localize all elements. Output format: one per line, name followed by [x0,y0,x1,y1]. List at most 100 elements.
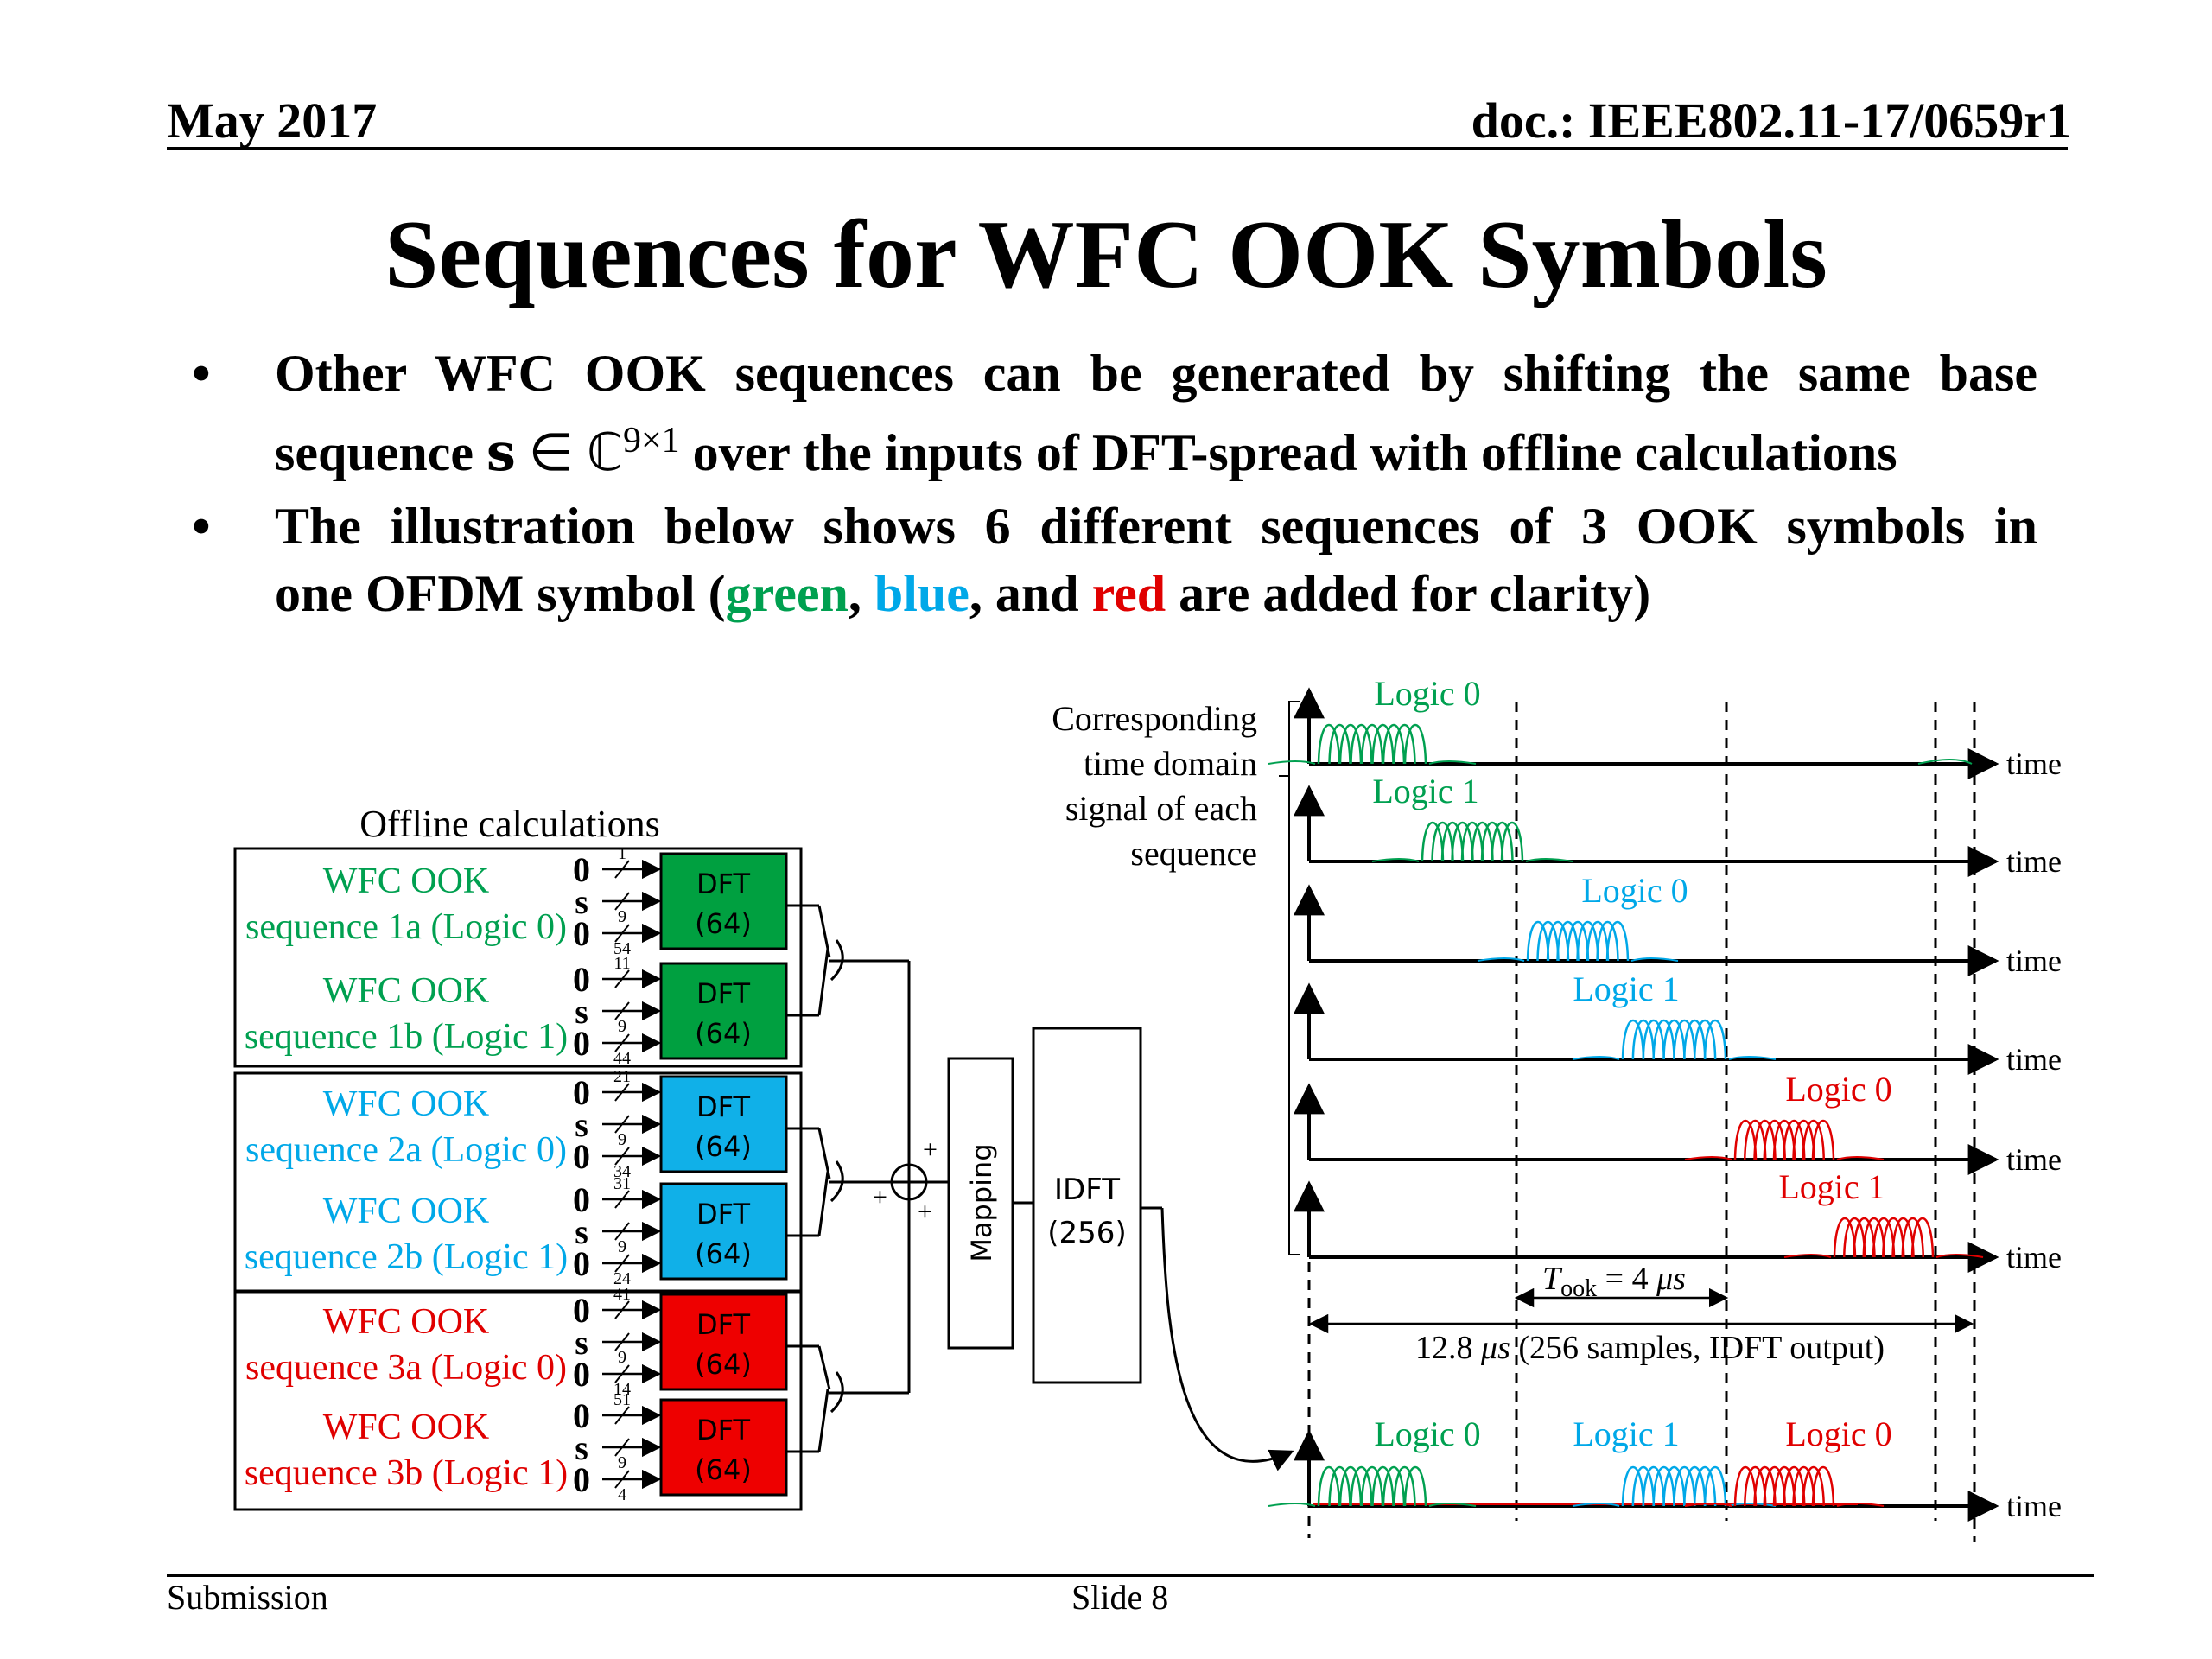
dft-block [659,852,788,950]
bullet-2: The illustration below shows 6 different… [275,493,2037,627]
dft-size: (64) [695,1348,752,1381]
input-symbol: 0 [573,1460,590,1499]
input-count: 34 [613,1162,631,1181]
input-symbol: 0 [573,1073,590,1112]
dft-block [659,1182,788,1281]
input-symbol: 0 [573,960,590,999]
offline-calculations-label: Offline calculations [359,803,659,845]
sequence-label: sequence 1a (Logic 0) [245,907,567,947]
time-row-3: time Logic 0 [1294,871,2062,978]
time-row-6: time Logic 1 [1294,1167,2062,1274]
bullet-1: Other WFC OOK sequences can be generated… [275,340,2037,486]
time-axis-label: time [2006,1489,2062,1523]
dft-label: DFT [696,1198,750,1230]
dashed-guides [1307,702,1976,1542]
input-count: 1 [618,844,626,863]
input-symbol: s [575,992,588,1031]
input-count: 51 [613,1390,631,1409]
time-row-2: time Logic 1 [1294,772,2062,879]
dft-size: (64) [695,1453,752,1486]
svg-text:signal of each: signal of each [1065,789,1257,828]
input-symbol: 0 [573,1024,590,1063]
dft-label: DFT [696,977,750,1010]
sequence-blocks: WFC OOK sequence 1a (Logic 0) DFT (64) 0 1 s 9 0… [233,844,844,1511]
input-symbol: 0 [573,1244,590,1283]
time-axis-label: time [2006,747,2062,781]
switch-icon [817,1128,844,1203]
footer-rule [167,1574,2094,1577]
bullet-1-line-1: Other WFC OOK sequences can be generated… [275,345,2037,402]
input-count: 9 [618,1348,626,1367]
dft-size: (64) [695,1130,752,1163]
input-count: 9 [618,1237,626,1256]
dft-label: DFT [696,1414,750,1446]
sequence-label: sequence 1b (Logic 1) [245,1017,568,1057]
input-count: 9 [618,1130,626,1149]
dft-label: DFT [696,1308,750,1341]
dft-size: (64) [695,1237,752,1270]
time-axis-label: time [2006,1240,2062,1274]
time-axis-label: time [2006,844,2062,879]
svg-text:sequence: sequence [1130,834,1257,873]
input-count: 44 [613,1049,631,1068]
time-axis-label: time [2006,1142,2062,1177]
sequence-name: WFC OOK [323,971,490,1011]
idft-label: IDFT [1054,1173,1120,1207]
input-count: 9 [618,1017,626,1036]
mapping-block [947,1057,1014,1350]
input-symbol: 0 [573,1291,590,1330]
dft-block [659,962,788,1060]
slide-title: Sequences for WFC OOK Symbols [385,201,1827,308]
sequence-label: sequence 2b (Logic 1) [245,1237,568,1277]
logic-label: Logic 1 [1372,772,1478,810]
svg-text:Corresponding: Corresponding [1052,699,1257,738]
input-count: 4 [618,1485,626,1504]
plus-left: + [873,1183,887,1211]
combiner [830,959,949,1395]
logic-label: Logic 0 [1374,674,1480,713]
svg-text:time domain: time domain [1084,744,1257,783]
switch-icon [817,905,844,982]
duration-label: 12.8 μs (256 samples, IDFT output) [1415,1330,1885,1366]
input-count: 41 [613,1285,631,1304]
input-symbol: 0 [573,1355,590,1394]
input-symbol: 0 [573,1180,590,1219]
sequence-name: WFC OOK [323,1192,490,1231]
green-word: green [725,565,849,622]
input-symbol: s [575,1105,588,1144]
input-symbol: 0 [573,850,590,889]
idft-size: (256) [1047,1216,1126,1250]
input-symbol: 0 [573,1137,590,1176]
dft-label: DFT [696,868,750,900]
bullet-2-line-1: The illustration below shows 6 different… [275,498,2037,555]
logic-label: Logic 0 [1581,871,1688,910]
dft-block [659,1075,788,1173]
bullet-1-line-2: sequence s ∈ ℂ9×1 over the inputs of DFT… [275,421,1897,483]
red-word: red [1091,565,1166,622]
input-count: 24 [613,1269,631,1288]
input-count: 54 [613,939,631,958]
input-count: 9 [618,1453,626,1472]
input-count: 31 [613,1174,631,1193]
input-symbol: s [575,1428,588,1467]
input-symbol: s [575,882,588,921]
time-axis-label: time [2006,1042,2062,1077]
rows-bracket [1279,701,1300,1255]
input-symbol: s [575,1323,588,1362]
header-rule [167,147,2068,150]
dft-size: (64) [695,1017,752,1050]
bullet-marker-1: • [192,345,211,404]
input-count: 14 [613,1380,631,1399]
input-symbol: 0 [573,914,590,953]
logic-label: Logic 1 [1778,1167,1885,1206]
blue-word: blue [874,565,969,622]
sequence-name: WFC OOK [323,1408,490,1447]
idft-block [1032,1027,1142,1384]
input-count: 9 [618,907,626,926]
sequence-label: sequence 3a (Logic 0) [245,1348,567,1388]
input-count: 21 [613,1067,631,1086]
output-logic-label: Logic 0 [1785,1414,1891,1453]
logic-label: Logic 0 [1785,1070,1891,1109]
plus-top: + [923,1135,938,1164]
